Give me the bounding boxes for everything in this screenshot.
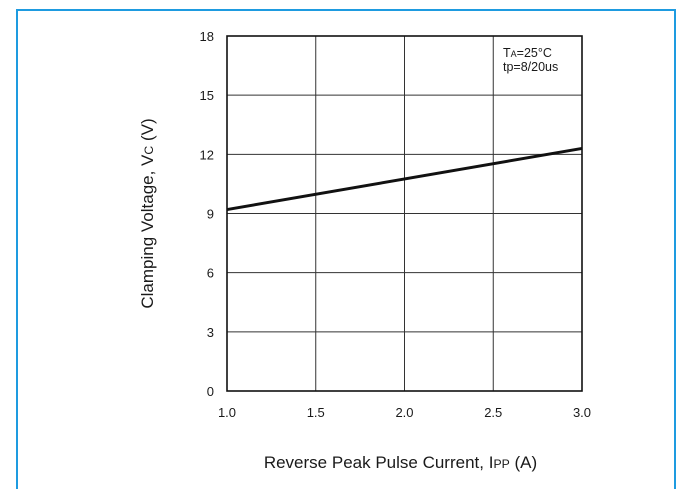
x-axis-title: Reverse Peak Pulse Current, IPP (A): [264, 453, 537, 472]
y-tick-label: 18: [200, 29, 214, 44]
y-tick-label: 6: [207, 266, 214, 281]
annotation-line: TA=25°C: [503, 46, 552, 60]
chart-frame: 1.0 1.5 2.0 2.5 3.0 0 3 6 9 12 15 18 TA=25°C tp=8/20…: [16, 9, 676, 489]
annotation-line-sub: A: [511, 49, 517, 59]
x-axis-title-main: Reverse Peak Pulse Current, I: [264, 453, 494, 472]
chart-svg: 1.0 1.5 2.0 2.5 3.0 0 3 6 9 12 15 18 TA=25°Ctp=8/20…: [138, 29, 592, 472]
annotation-line-main: T: [503, 46, 511, 60]
y-tick-label: 15: [200, 88, 214, 103]
x-axis-title-sub: PP: [493, 457, 509, 471]
series-line: [226, 146, 583, 212]
annotation-line: tp=8/20us: [503, 60, 558, 74]
x-tick-label: 1.0: [218, 405, 236, 420]
y-tick-label: 0: [207, 384, 214, 399]
x-tick-label: 2.0: [395, 405, 413, 420]
y-tick-label: 3: [207, 325, 214, 340]
annotation-layer: TA=25°Ctp=8/20us: [503, 46, 558, 74]
y-tick-label: 9: [207, 207, 214, 222]
annotation-line-main: tp=8/20us: [503, 60, 558, 74]
plot-border: [226, 35, 583, 392]
y-axis-title: Clamping Voltage, VC (V): [138, 118, 157, 308]
x-tick-label: 1.5: [307, 405, 325, 420]
y-tick-label: 12: [200, 147, 214, 162]
series-layer: [226, 146, 583, 212]
tick-layer: 1.0 1.5 2.0 2.5 3.0 0 3 6 9 12 15 18: [200, 29, 592, 420]
y-axis-title-unit: (V): [138, 118, 157, 145]
x-axis-title-unit: (A): [510, 453, 537, 472]
annotation-line-rest: =25°C: [517, 46, 552, 60]
y-axis-title-main: Clamping Voltage, V: [138, 154, 157, 309]
x-tick-label: 2.5: [484, 405, 502, 420]
x-tick-label: 3.0: [573, 405, 591, 420]
label-layer: Reverse Peak Pulse Current, IPP (A) Clamp…: [138, 118, 537, 472]
grid-layer: [227, 36, 582, 391]
y-axis-title-sub: C: [142, 146, 156, 155]
